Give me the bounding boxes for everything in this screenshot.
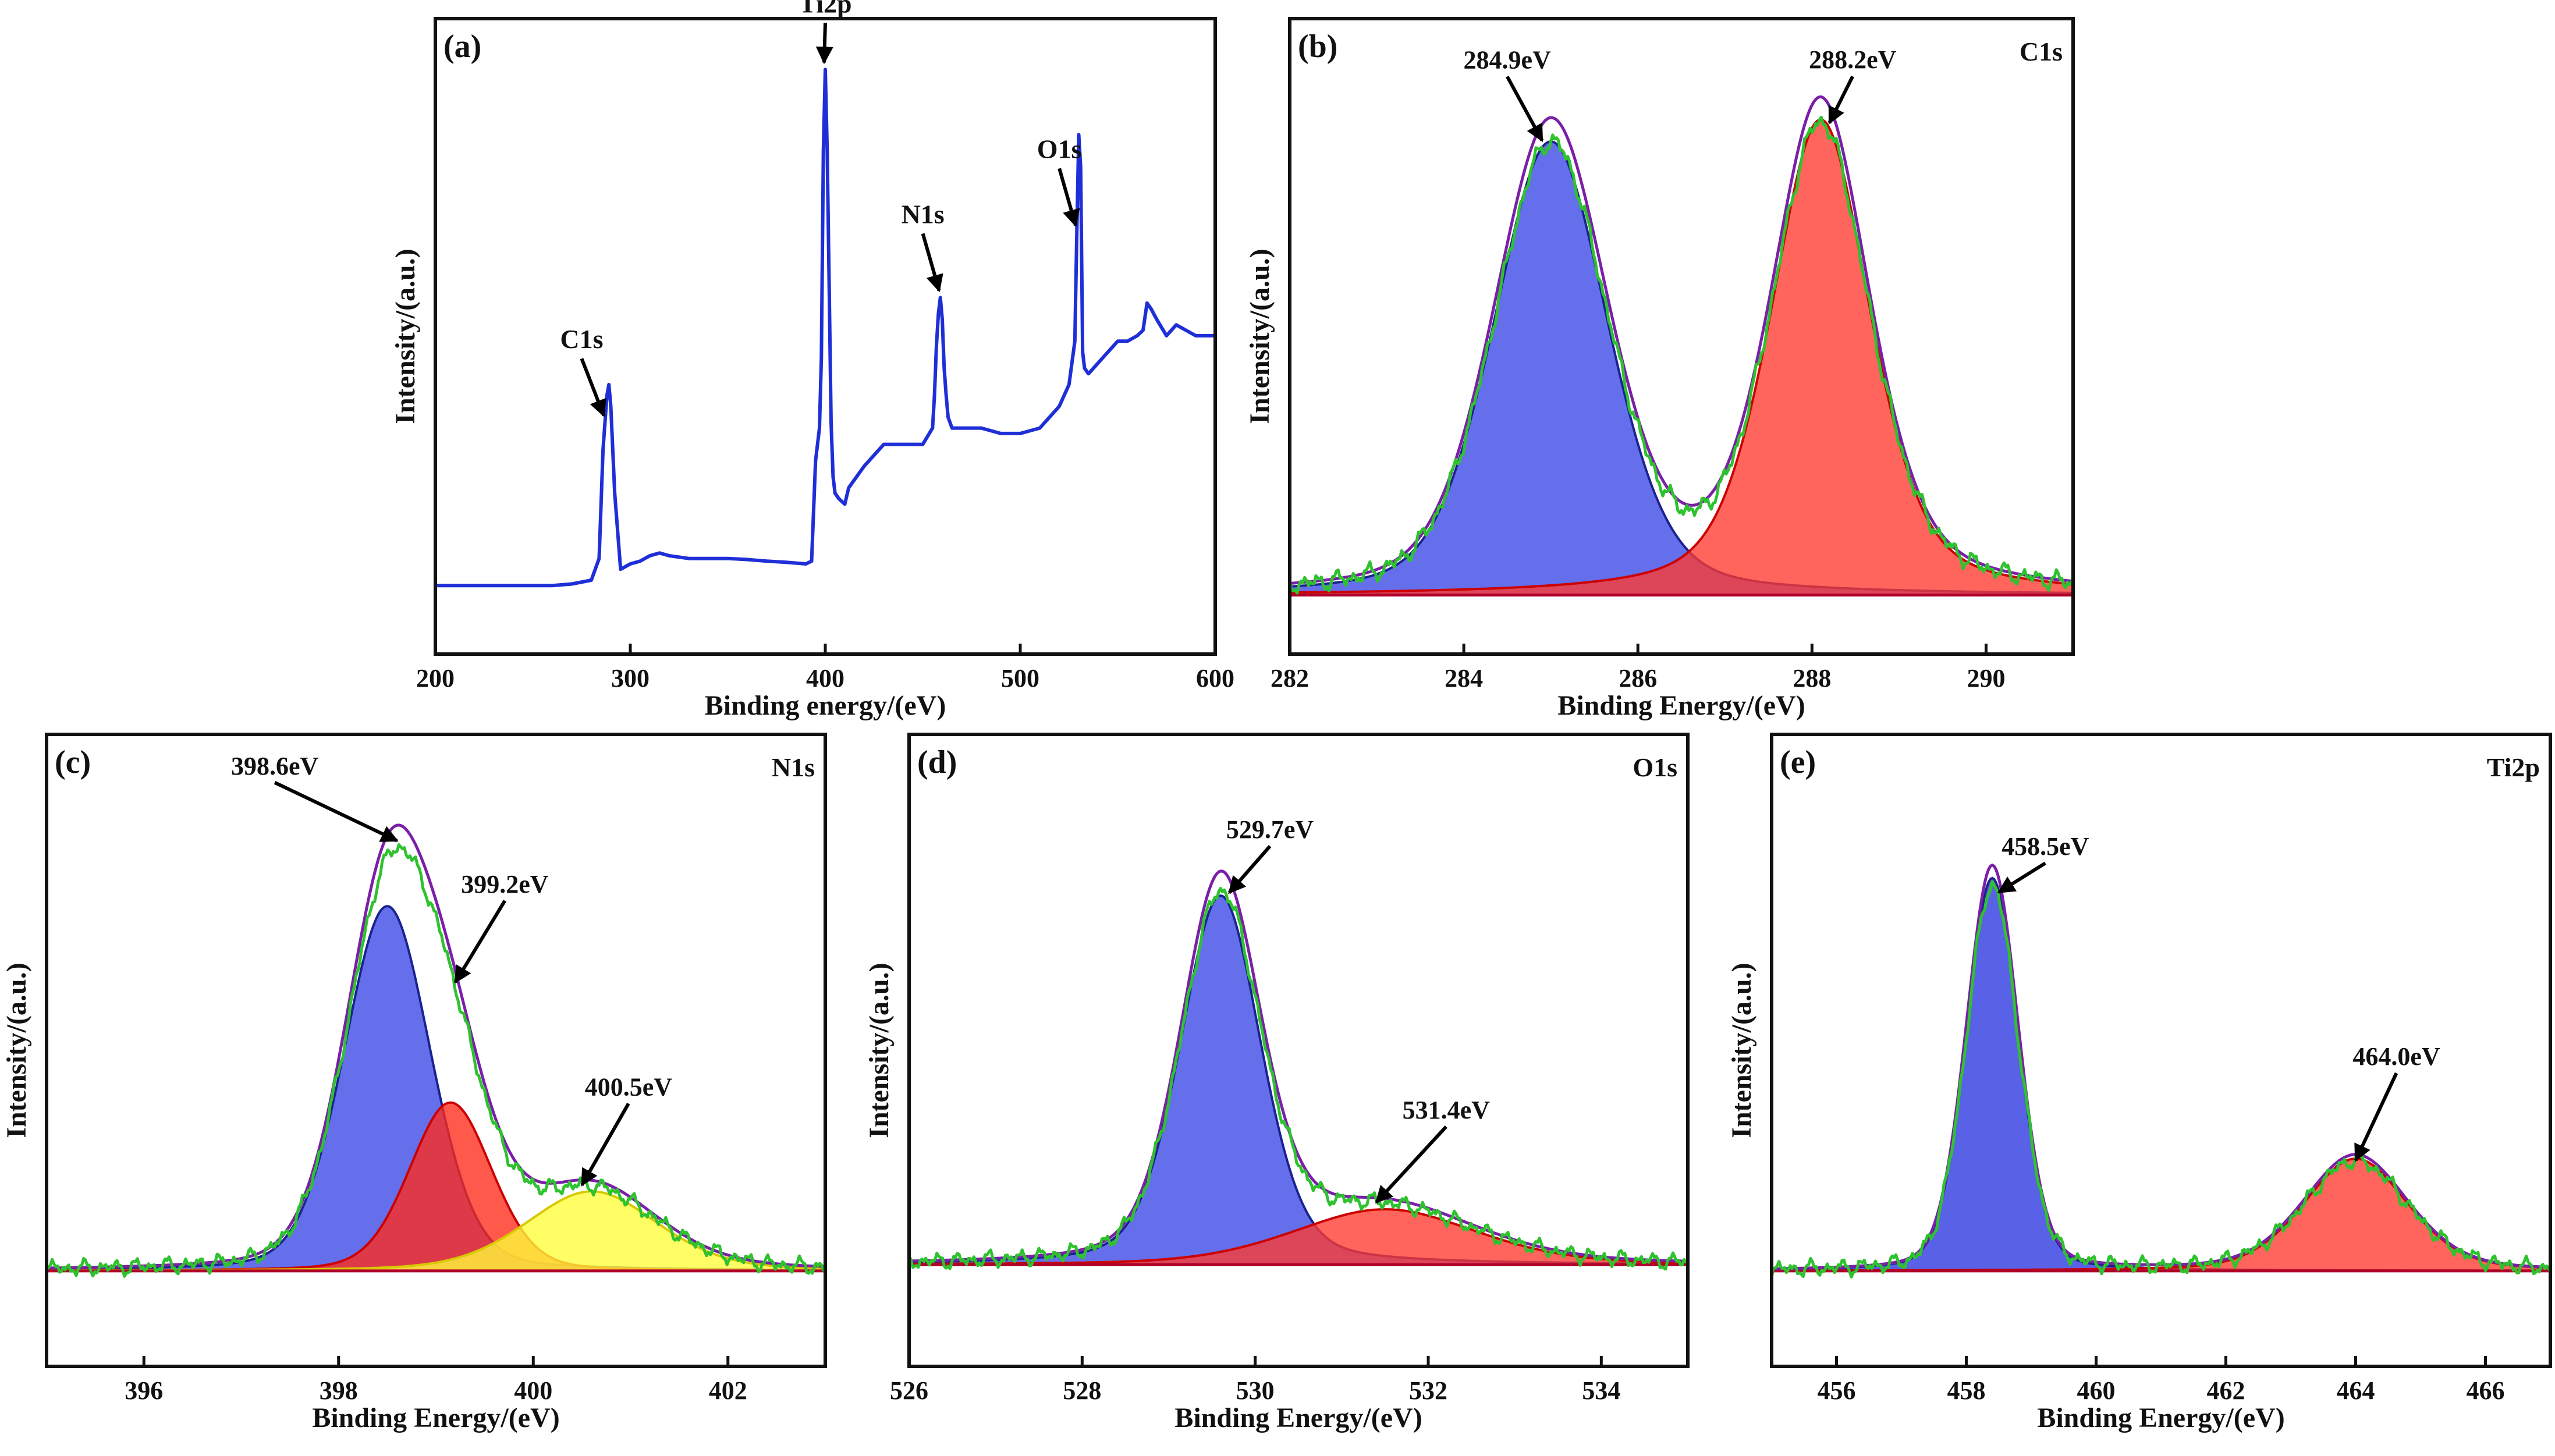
- peak-label: 458.5eV: [2002, 832, 2089, 861]
- x-axis-title: Binding Energy/(eV): [312, 1402, 559, 1433]
- peak-arrow: [1375, 1125, 1448, 1204]
- panel-label: (b): [1298, 29, 1337, 65]
- panel-c: 398.6eV 399.2eV 400.5eV N1s 396 398 400 402 (c) B…: [1, 733, 827, 1433]
- x-tick-label: 460: [2077, 1376, 2116, 1405]
- x-tick-label: 462: [2207, 1376, 2245, 1405]
- component-peak-2: [47, 1101, 825, 1272]
- x-tick-label: 526: [890, 1376, 928, 1405]
- peak-arrow: [2354, 1072, 2398, 1162]
- peak-arrow: [453, 900, 507, 984]
- x-tick-label: 286: [1619, 664, 1657, 693]
- measured-spectrum: [1290, 116, 2073, 595]
- x-tick-label: 458: [1947, 1376, 1986, 1405]
- survey-line: [435, 68, 1215, 588]
- y-axis-title: Intensity/(a.u.): [864, 963, 895, 1138]
- peak-label: 288.2eV: [1809, 45, 1897, 74]
- x-tick-label: 534: [1582, 1376, 1620, 1405]
- peak-label: 531.4eV: [1403, 1096, 1491, 1124]
- x-tick-label: 530: [1236, 1376, 1275, 1405]
- measured-spectrum: [47, 843, 825, 1278]
- x-tick-label: 500: [1001, 664, 1039, 693]
- element-label: C1s: [2020, 37, 2063, 66]
- x-tick-label: 532: [1409, 1376, 1447, 1405]
- x-axis-title: Binding Energy/(eV): [1174, 1402, 1422, 1433]
- x-axis-title: Binding energy/(eV): [705, 690, 946, 721]
- peak-label: O1s: [1037, 134, 1082, 164]
- peak-arrow: [580, 358, 606, 418]
- peak-arrow: [1506, 76, 1544, 143]
- plot-frame: [907, 733, 1690, 1368]
- plot-area-a: [435, 68, 1215, 588]
- plot-frame: [45, 733, 827, 1368]
- panel-d: 529.7eV 531.4eV O1s 526 528 530 532 534 (d) Bindi…: [864, 733, 1690, 1433]
- measured-spectrum: [1772, 880, 2550, 1279]
- peak-label: 400.5eV: [585, 1073, 673, 1101]
- component-peak-2: [1290, 118, 2073, 596]
- peak-arrow: [1997, 861, 2046, 894]
- panel-a: C1s Ti2p N1s O1s 200 300 400 500 600 (a) Binding e…: [390, 0, 1234, 721]
- panel-b: 284.9eV 288.2eV C1s 282 284 286 288 290 (b) Bindi…: [1244, 17, 2075, 721]
- peak-arrow: [274, 781, 399, 843]
- peak-label: N1s: [902, 199, 945, 229]
- x-tick-label: 466: [2467, 1376, 2505, 1405]
- x-axis-title: Binding Energy/(eV): [1557, 690, 1805, 721]
- plot-area-e: [1772, 863, 2550, 1279]
- element-label: N1s: [772, 752, 815, 782]
- x-tick-label: 528: [1063, 1376, 1101, 1405]
- x-tick-label: 398: [320, 1376, 358, 1405]
- x-tick-label: 396: [125, 1376, 163, 1405]
- peak-label: 529.7eV: [1226, 815, 1314, 844]
- x-axis-title: Binding Energy/(eV): [2037, 1402, 2284, 1433]
- peak-label: 464.0eV: [2352, 1042, 2440, 1071]
- y-axis-title: Intensity/(a.u.): [390, 248, 421, 424]
- panel-label: (c): [55, 744, 91, 780]
- x-tick-label: 290: [1967, 664, 2005, 693]
- x-tick-label: 400: [514, 1376, 552, 1405]
- panel-e: 458.5eV 464.0eV Ti2p 456 458 460 462 464 466 (e) B…: [1726, 733, 2552, 1433]
- peak-arrow: [815, 23, 833, 65]
- peak-label: Ti2p: [799, 0, 851, 18]
- peak-arrow: [580, 1102, 630, 1187]
- y-axis-title: Intensity/(a.u.): [1, 963, 32, 1138]
- x-tick-label: 456: [1818, 1376, 1856, 1405]
- peak-label: 284.9eV: [1464, 46, 1552, 74]
- plot-area-d: [909, 869, 1688, 1271]
- fit-envelope: [47, 823, 825, 1270]
- x-tick-label: 284: [1445, 664, 1483, 693]
- x-tick-label: 600: [1196, 664, 1234, 693]
- element-label: O1s: [1633, 752, 1677, 782]
- peak-label: C1s: [560, 324, 603, 354]
- plot-area-c: [47, 823, 825, 1278]
- plot-frame: [1288, 17, 2075, 656]
- peak-label: 399.2eV: [461, 870, 549, 899]
- y-axis-title: Intensity/(a.u.): [1244, 248, 1275, 424]
- component-peak-2: [1772, 1157, 2550, 1272]
- component-peak-1: [1290, 140, 2073, 596]
- x-tick-label: 200: [416, 664, 455, 693]
- y-axis-title: Intensity/(a.u.): [1726, 963, 1757, 1138]
- x-tick-label: 300: [611, 664, 650, 693]
- panel-label: (a): [443, 29, 481, 65]
- component-peak-1: [909, 894, 1688, 1266]
- peak-arrow: [1827, 75, 1854, 125]
- x-tick-label: 288: [1793, 664, 1831, 693]
- panel-label: (d): [917, 744, 957, 780]
- measured-spectrum: [909, 887, 1688, 1271]
- element-label: Ti2p: [2487, 752, 2540, 782]
- peak-arrow: [1058, 168, 1080, 228]
- component-peak-1: [1772, 876, 2550, 1272]
- plot-area-b: [1290, 95, 2073, 597]
- peak-arrow: [1227, 845, 1272, 894]
- panel-label: (e): [1780, 744, 1816, 780]
- x-tick-label: 282: [1271, 664, 1309, 693]
- x-tick-label: 402: [709, 1376, 747, 1405]
- x-tick-label: 400: [806, 664, 844, 693]
- peak-label: 398.6eV: [231, 752, 319, 780]
- plot-frame: [1770, 733, 2552, 1368]
- x-tick-label: 464: [2337, 1376, 2375, 1405]
- peak-arrow: [921, 233, 943, 293]
